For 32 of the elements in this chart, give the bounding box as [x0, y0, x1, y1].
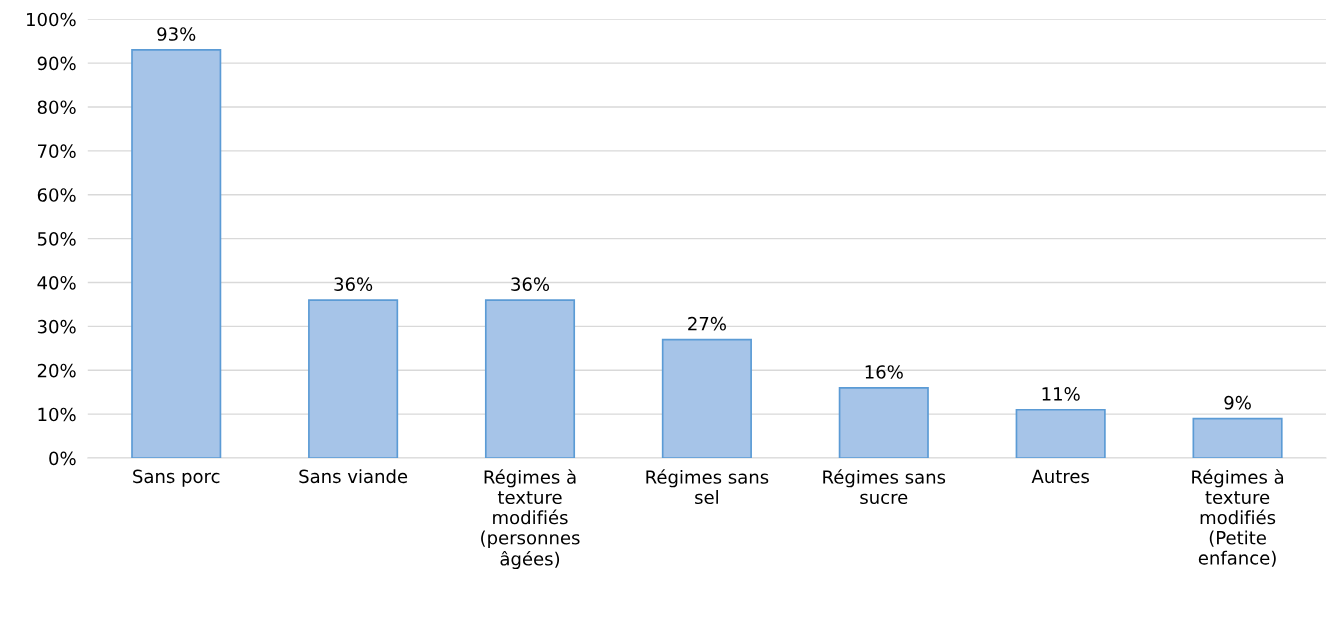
y-tick-label: 20% — [37, 363, 76, 378]
bar — [1192, 417, 1283, 459]
bar — [308, 299, 399, 459]
y-tick-label: 50% — [37, 232, 76, 246]
y-tick-label: 60% — [37, 188, 76, 202]
bar — [838, 387, 929, 459]
x-tick-label: Régimes sans sucre — [823, 469, 946, 505]
y-tick-label: 70% — [38, 144, 76, 158]
bar — [484, 299, 576, 459]
bar — [1015, 408, 1106, 459]
y-tick-label: 30% — [37, 319, 76, 334]
x-tick-label: Régimes sans sel — [646, 469, 769, 505]
data-label: 27% — [688, 316, 726, 331]
y-tick-label: 90% — [37, 56, 76, 71]
y-tick-label: 100% — [27, 12, 76, 27]
data-label: 36% — [334, 277, 373, 292]
x-tick-label: Régimes à texture modifiés (personnes âgées) — [481, 469, 580, 570]
y-tick-label: 80% — [37, 100, 76, 115]
x-tick-label: Sans viande — [299, 469, 408, 484]
data-label: 16% — [865, 365, 903, 379]
x-tick-label: Sans porc — [133, 469, 220, 487]
y-tick-label: 0% — [49, 451, 76, 466]
bar — [661, 338, 752, 459]
bar — [131, 49, 222, 459]
data-label: 9% — [1224, 395, 1251, 410]
y-tick-label: 10% — [38, 407, 76, 422]
data-label: 93% — [157, 27, 196, 41]
x-tick-label: Autres — [1031, 469, 1089, 484]
y-tick-label: 40% — [37, 275, 76, 290]
data-label: 11% — [1042, 387, 1080, 401]
x-tick-label: Régimes à texture modifiés (Petite enfance) — [1192, 469, 1284, 567]
data-label: 36% — [511, 277, 550, 292]
